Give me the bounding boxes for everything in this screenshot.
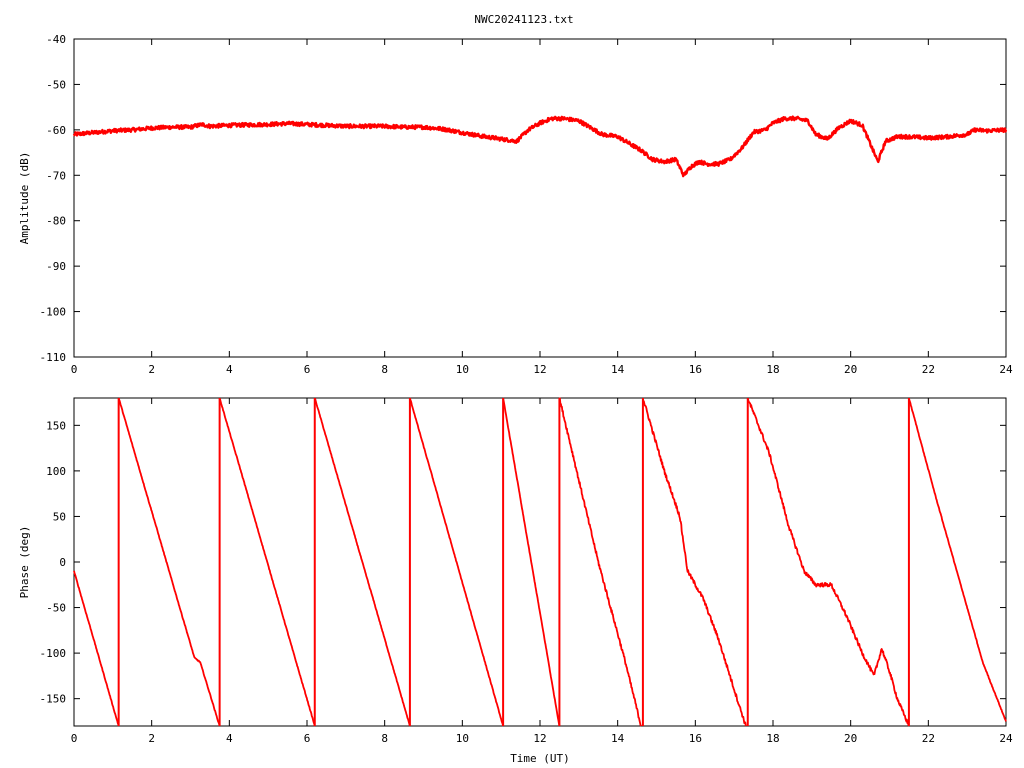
phase-x-tick-label: 8	[381, 732, 388, 745]
phase-x-tick-label: 18	[766, 732, 779, 745]
amplitude-x-tick-label: 20	[844, 363, 857, 376]
phase-series-line	[73, 570, 120, 727]
amplitude-x-tick-label: 22	[922, 363, 935, 376]
phase-series-line	[559, 397, 642, 727]
phase-x-tick-label: 22	[922, 732, 935, 745]
chart-title: NWC20241123.txt	[474, 13, 573, 26]
amplitude-x-tick-label: 4	[226, 363, 233, 376]
amplitude-series	[72, 115, 1008, 178]
phase-y-tick-label: -50	[46, 602, 66, 615]
amplitude-x-tick-label: 16	[689, 363, 702, 376]
phase-plot-frame	[73, 397, 1007, 727]
phase-y-tick-label: 0	[59, 556, 66, 569]
phase-x-tick-label: 4	[226, 732, 233, 745]
phase-series-line	[642, 398, 747, 727]
amplitude-x-tick-label: 0	[71, 363, 78, 376]
phase-y-tick-label: 50	[53, 510, 66, 523]
phase-panel: 0 2 4 6 8 10 12 14 16 18 20 22 24150100500-50-100-15…	[18, 397, 1013, 765]
phase-series-line	[313, 397, 411, 727]
amplitude-x-tick-label: 24	[999, 363, 1013, 376]
amplitude-x-tick-label: 10	[456, 363, 469, 376]
amplitude-y-tick-label: -50	[46, 78, 66, 91]
phase-y-axis-label: Phase (deg)	[18, 526, 31, 599]
amplitude-x-tick-label: 2	[148, 363, 155, 376]
phase-series-line	[908, 398, 1007, 722]
amplitude-axis-ticks: 0 2 4 6 8 10 12 14 16 18 20 22 24-40-50-60-70-80-90-…	[40, 33, 1013, 376]
phase-x-tick-label: 0	[71, 732, 78, 745]
phase-x-tick-label: 12	[533, 732, 546, 745]
amplitude-x-tick-label: 12	[533, 363, 546, 376]
phase-y-tick-label: -150	[40, 693, 67, 706]
amplitude-y-tick-label: -110	[40, 351, 67, 364]
amplitude-x-tick-label: 14	[611, 363, 625, 376]
amplitude-y-tick-label: -70	[46, 169, 66, 182]
amplitude-plot-frame	[73, 38, 1007, 358]
amplitude-x-tick-label: 18	[766, 363, 779, 376]
amplitude-x-tick-label: 6	[304, 363, 311, 376]
phase-x-tick-label: 6	[304, 732, 311, 745]
amplitude-y-tick-label: -80	[46, 215, 66, 228]
phase-series-line	[117, 397, 221, 727]
phase-series-line	[746, 398, 910, 727]
amplitude-y-tick-label: -100	[40, 306, 67, 319]
phase-x-tick-label: 10	[456, 732, 469, 745]
time-x-axis-label: Time (UT)	[510, 752, 570, 765]
phase-series-line	[409, 397, 504, 727]
phase-axis-ticks: 0 2 4 6 8 10 12 14 16 18 20 22 24150100500-50-100-15…	[40, 398, 1013, 745]
amplitude-y-axis-label: Amplitude (dB)	[18, 152, 31, 245]
amplitude-series-line	[72, 115, 1008, 178]
amplitude-y-tick-label: -40	[46, 33, 66, 46]
phase-series-line	[502, 397, 561, 727]
phase-x-tick-label: 24	[999, 732, 1013, 745]
amplitude-x-tick-label: 8	[381, 363, 388, 376]
amplitude-panel: 0 2 4 6 8 10 12 14 16 18 20 22 24-40-50-60-70-80-90-…	[18, 33, 1013, 376]
phase-x-tick-label: 16	[689, 732, 702, 745]
amplitude-y-tick-label: -60	[46, 124, 66, 137]
phase-series-line	[218, 398, 316, 727]
phase-x-tick-label: 2	[148, 732, 155, 745]
phase-series	[73, 397, 1007, 727]
phase-y-tick-label: 150	[46, 419, 66, 432]
phase-x-tick-label: 14	[611, 732, 625, 745]
phase-y-tick-label: 100	[46, 465, 66, 478]
phase-y-tick-label: -100	[40, 647, 67, 660]
phase-x-tick-label: 20	[844, 732, 857, 745]
amplitude-y-tick-label: -90	[46, 260, 66, 273]
